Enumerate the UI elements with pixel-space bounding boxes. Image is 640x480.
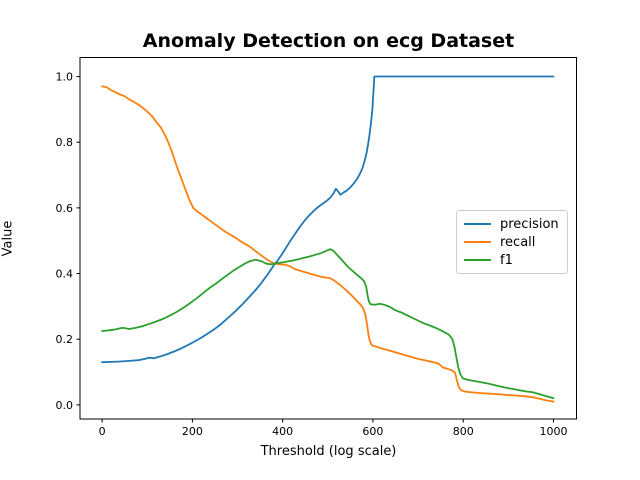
legend-label-f1: f1 xyxy=(500,252,513,268)
series-line-f1 xyxy=(101,248,555,400)
y-axis-ticks: 0.0 0.2 0.4 0.6 0.8 1.0 xyxy=(56,71,80,412)
y-tick-label: 0.6 xyxy=(56,202,74,215)
legend-item-precision: precision xyxy=(464,218,560,231)
y-axis-label: Value xyxy=(0,220,16,257)
x-axis-label: Threshold (log scale) xyxy=(260,444,397,459)
x-tick-label: 200 xyxy=(182,425,203,438)
precision-line-swatch xyxy=(464,223,491,225)
x-axis-ticks: 0 200 400 600 800 1000 xyxy=(99,419,567,438)
x-tick-label: 1000 xyxy=(539,425,567,438)
recall-line-swatch xyxy=(464,241,491,243)
x-tick-label: 0 xyxy=(99,425,106,438)
x-tick-label: 400 xyxy=(272,425,293,438)
y-tick-label: 1.0 xyxy=(56,71,74,84)
y-tick-label: 0.4 xyxy=(56,268,74,281)
series-line-precision xyxy=(101,75,555,364)
y-tick-label: 0.2 xyxy=(56,333,74,346)
legend: precision recall f1 xyxy=(456,210,568,274)
series-line-recall xyxy=(101,85,555,403)
x-tick-label: 800 xyxy=(453,425,474,438)
y-tick-label: 0.0 xyxy=(56,399,74,412)
legend-label-precision: precision xyxy=(500,216,559,232)
legend-label-recall: recall xyxy=(500,234,536,250)
legend-item-recall: recall xyxy=(464,236,560,249)
f1-line-swatch xyxy=(464,259,491,261)
axes-frame xyxy=(79,57,577,420)
legend-item-f1: f1 xyxy=(464,254,560,267)
y-tick-label: 0.8 xyxy=(56,136,74,149)
chart-title: Anomaly Detection on ecg Dataset xyxy=(142,30,515,52)
x-tick-label: 600 xyxy=(362,425,383,438)
